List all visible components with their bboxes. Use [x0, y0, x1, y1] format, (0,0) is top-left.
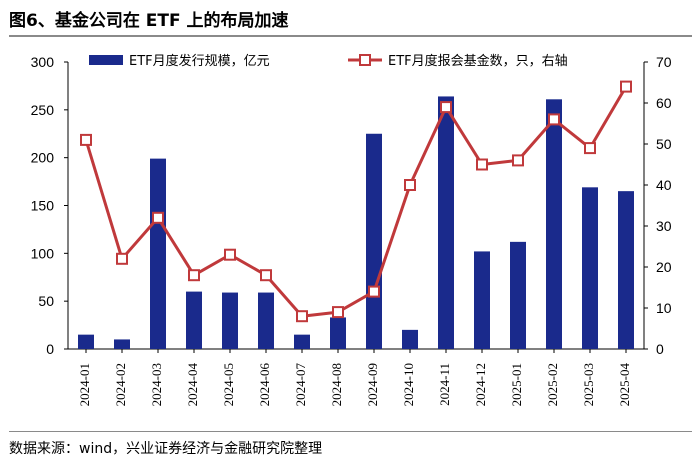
- right-y-tick-label: 30: [656, 218, 672, 234]
- x-tick-label: 2024-06: [257, 363, 272, 407]
- line-point-2024-01: [80, 133, 92, 146]
- bar-2025-04: [618, 191, 634, 349]
- legend-bar-swatch: [89, 55, 123, 65]
- x-tick-label: 2024-09: [365, 363, 380, 406]
- line-point-2024-08: [332, 306, 344, 319]
- bar-2024-11: [438, 96, 454, 349]
- line-point-2024-06: [260, 269, 272, 282]
- right-y-tick-label: 50: [656, 136, 672, 152]
- x-tick-label: 2024-07: [293, 363, 308, 407]
- right-y-tick-label: 10: [656, 300, 672, 316]
- x-tick-label: 2024-04: [185, 363, 200, 407]
- right-y-tick-label: 0: [656, 341, 664, 357]
- bar-2025-03: [582, 187, 598, 349]
- legend-line-label: ETF月度报会基金数，只，右轴: [388, 53, 568, 69]
- line-point-2024-05: [224, 248, 236, 261]
- x-tick-label: 2024-02: [113, 363, 128, 406]
- x-tick-label: 2024-11: [437, 363, 452, 406]
- bar-2024-07: [294, 334, 310, 349]
- bar-2024-12: [474, 251, 490, 349]
- bar-2024-01: [78, 334, 94, 349]
- bar-2025-01: [510, 241, 526, 349]
- left-y-tick-label: 150: [31, 198, 55, 214]
- x-tick-label: 2024-01: [77, 363, 92, 406]
- line-point-2024-12: [476, 158, 488, 171]
- x-tick-label: 2025-02: [545, 363, 560, 406]
- x-tick-label: 2024-10: [401, 363, 416, 406]
- right-y-tick-label: 60: [656, 95, 672, 111]
- left-y-tick-label: 200: [31, 150, 55, 166]
- line-point-2024-07: [296, 310, 308, 323]
- bar-2024-08: [330, 317, 346, 349]
- line-point-2025-01: [512, 154, 524, 167]
- fund-count-line: [84, 85, 628, 318]
- left-y-tick-label: 50: [38, 293, 54, 309]
- right-y-tick-label: 70: [656, 54, 672, 70]
- right-y-tick-label: 40: [656, 177, 672, 193]
- bar-2025-02: [546, 99, 562, 349]
- line-point-2024-09: [368, 285, 380, 298]
- bar-2024-02: [114, 339, 130, 349]
- line-point-2025-04: [620, 80, 632, 93]
- x-tick-label: 2024-08: [329, 363, 344, 406]
- bar-2024-03: [150, 158, 166, 349]
- x-tick-label: 2024-12: [473, 363, 488, 406]
- right-y-tick-label: 20: [656, 259, 672, 275]
- bar-2024-09: [366, 133, 382, 349]
- line-point-2024-11: [440, 101, 452, 114]
- line-point-2025-03: [584, 142, 596, 155]
- bar-2024-04: [186, 291, 202, 349]
- line-point-2024-02: [116, 252, 128, 265]
- left-y-tick-label: 300: [31, 54, 55, 70]
- chart-title: 图6、基金公司在 ETF 上的布局加速: [9, 11, 289, 31]
- line-point-2024-04: [188, 269, 200, 282]
- x-tick-label: 2025-03: [581, 363, 596, 406]
- left-y-tick-label: 100: [31, 245, 55, 261]
- source-divider: [9, 431, 692, 432]
- line-point-2024-10: [404, 179, 416, 191]
- x-tick-label: 2024-05: [221, 363, 236, 406]
- x-tick-label: 2025-04: [617, 363, 632, 407]
- bar-2024-06: [258, 292, 274, 349]
- x-tick-label: 2025-01: [509, 363, 524, 406]
- line-point-2025-02: [548, 113, 560, 126]
- x-tick-label: 2024-03: [149, 363, 164, 406]
- legend-bar-label: ETF月度发行规模，亿元: [129, 53, 270, 69]
- legend-line-marker: [359, 54, 371, 66]
- bar-2024-05: [222, 292, 238, 349]
- title-divider: [9, 35, 692, 37]
- data-source-note: 数据来源：wind，兴业证券经济与金融研究院整理: [9, 441, 323, 457]
- left-y-tick-label: 0: [46, 341, 54, 357]
- line-point-2024-03: [152, 211, 164, 224]
- left-y-tick-label: 250: [31, 102, 55, 118]
- bar-2024-10: [402, 329, 418, 349]
